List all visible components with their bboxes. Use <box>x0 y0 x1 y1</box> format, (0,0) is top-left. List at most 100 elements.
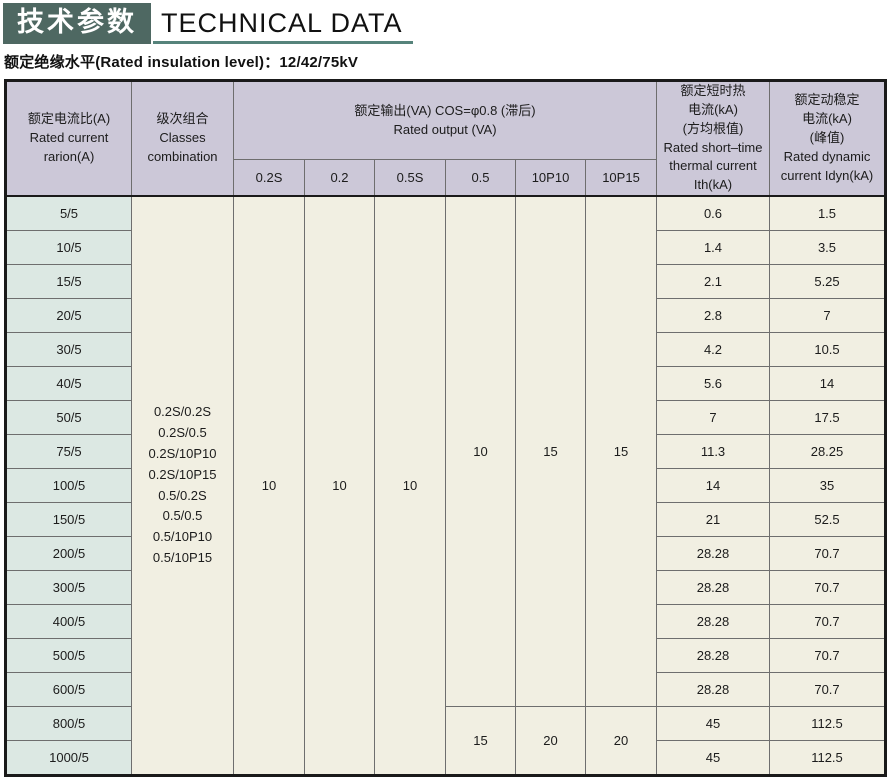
section-title: 技术参数 TECHNICAL DATA <box>3 3 887 44</box>
header-line: combination <box>147 148 218 164</box>
table-row: 50/5 7 17.5 <box>5 400 886 436</box>
ratio-cell: 15/5 <box>5 264 132 300</box>
header-line: 额定电流比(A) <box>27 111 111 127</box>
col-header-rated-output: 额定输出(VA) COS=φ0.8 (滞后) Rated output (VA) <box>233 79 657 161</box>
idyn-cell: 70.7 <box>769 638 886 674</box>
idyn-cell: 112.5 <box>769 706 886 742</box>
table-row: 300/5 28.28 70.7 <box>5 570 886 606</box>
header-line: Rated output (VA) <box>393 121 497 137</box>
classes-combination-cell: 0.2S/0.2S 0.2S/0.5 0.2S/10P10 0.2S/10P15… <box>131 195 234 777</box>
ith-cell: 4.2 <box>656 332 770 368</box>
output-10p15-upper-cell: 15 <box>585 195 657 708</box>
idyn-cell: 14 <box>769 366 886 402</box>
idyn-cell: 10.5 <box>769 332 886 368</box>
table-row: 20/5 2.8 7 <box>5 298 886 334</box>
header-row-main: 额定电流比(A) Rated current rarion(A) 级次组合 Cl… <box>5 79 886 197</box>
table-row: 15/5 2.1 5.25 <box>5 264 886 300</box>
ratio-cell: 30/5 <box>5 332 132 368</box>
header-line: (方均根值) <box>682 120 744 136</box>
ratio-cell: 500/5 <box>5 638 132 674</box>
ith-cell: 28.28 <box>656 604 770 640</box>
classes-combination-item: 0.5/10P10 <box>152 529 213 545</box>
ith-cell: 1.4 <box>656 230 770 266</box>
ith-cell: 2.8 <box>656 298 770 334</box>
ratio-cell: 150/5 <box>5 502 132 538</box>
section-title-en: TECHNICAL DATA <box>153 10 413 44</box>
col-header-short-time-thermal-current: 额定短时热 电流(kA) (方均根值) Rated short–time the… <box>656 80 770 197</box>
idyn-cell: 70.7 <box>769 536 886 572</box>
output-05-upper-cell: 10 <box>445 195 516 708</box>
header-line: (峰值) <box>809 130 845 146</box>
table-row: 10/5 1.4 3.5 <box>5 230 886 266</box>
classes-combination-item: 0.5/0.5 <box>162 508 203 524</box>
idyn-cell: 112.5 <box>769 740 886 777</box>
classes-combination-item: 0.2S/10P10 <box>148 445 217 461</box>
classes-combination-item: 0.2S/10P15 <box>148 466 217 482</box>
output-10p10-lower-cell: 20 <box>515 706 586 777</box>
idyn-cell: 1.5 <box>769 195 886 232</box>
header-row-sub: 0.2S 0.2 0.5S 0.5 10P10 10P15 <box>6 159 886 197</box>
table-row: 75/5 11.3 28.25 <box>5 434 886 470</box>
ith-cell: 14 <box>656 468 770 504</box>
subcol-header-10p15: 10P15 <box>585 159 657 197</box>
subcol-header-10p10: 10P10 <box>515 159 586 197</box>
ith-cell: 28.28 <box>656 570 770 606</box>
header-line: 额定短时热 <box>680 83 746 98</box>
header-line: Classes <box>159 130 206 146</box>
section-badge-cn: 技术参数 <box>3 3 151 44</box>
idyn-cell: 70.7 <box>769 604 886 640</box>
idyn-cell: 70.7 <box>769 570 886 606</box>
col-header-rated-current-ratio: 额定电流比(A) Rated current rarion(A) <box>5 80 132 197</box>
ith-cell: 45 <box>656 706 770 742</box>
ith-cell: 28.28 <box>656 536 770 572</box>
table-row: 150/5 21 52.5 <box>5 502 886 538</box>
output-02-cell: 10 <box>304 195 375 777</box>
idyn-cell: 28.25 <box>769 434 886 470</box>
subcol-header-05s: 0.5S <box>374 159 446 197</box>
table-row: 200/5 28.28 70.7 <box>5 536 886 572</box>
header-line: 级次组合 <box>156 111 209 127</box>
idyn-cell: 52.5 <box>769 502 886 538</box>
ratio-cell: 75/5 <box>5 434 132 470</box>
idyn-cell: 17.5 <box>769 400 886 436</box>
col-header-classes-combination: 级次组合 Classes combination <box>131 80 234 197</box>
header-line: rarion(A) <box>43 148 95 164</box>
ith-cell: 7 <box>656 400 770 436</box>
header-line: Rated dynamic <box>783 148 871 164</box>
table-row: 600/5 28.28 70.7 <box>5 672 886 708</box>
ratio-cell: 40/5 <box>5 366 132 402</box>
ith-cell: 0.6 <box>656 195 770 232</box>
classes-combination-item: 0.5/0.2S <box>158 487 207 503</box>
table-row: 500/5 28.28 70.7 <box>5 638 886 674</box>
table-row: 1000/5 45 112.5 <box>5 740 886 777</box>
output-05s-cell: 10 <box>374 195 446 777</box>
ratio-cell: 800/5 <box>5 706 132 742</box>
ith-cell: 45 <box>656 740 770 777</box>
subcol-header-05: 0.5 <box>445 159 516 197</box>
subcol-header-02s: 0.2S <box>233 159 305 197</box>
header-line: 电流(kA) <box>688 101 738 117</box>
ratio-cell: 20/5 <box>5 298 132 334</box>
ith-cell: 21 <box>656 502 770 538</box>
idyn-cell: 35 <box>769 468 886 504</box>
classes-combination-item: 0.2S/0.5 <box>158 425 207 441</box>
idyn-cell: 5.25 <box>769 264 886 300</box>
ratio-cell: 400/5 <box>5 604 132 640</box>
ith-cell: 28.28 <box>656 638 770 674</box>
idyn-cell: 70.7 <box>769 672 886 708</box>
output-05-lower-cell: 15 <box>445 706 516 777</box>
ratio-cell: 5/5 <box>5 195 132 232</box>
ratio-cell: 50/5 <box>5 400 132 436</box>
header-line: 额定动稳定 <box>794 92 860 108</box>
table-row: 400/5 28.28 70.7 <box>5 604 886 640</box>
ith-cell: 11.3 <box>656 434 770 470</box>
header-line: thermal current <box>669 158 757 174</box>
output-10p10-upper-cell: 15 <box>515 195 586 708</box>
header-line: Rated short–time <box>663 139 763 155</box>
table-row: 30/5 4.2 10.5 <box>5 332 886 368</box>
subcol-header-02: 0.2 <box>304 159 375 197</box>
header-line: 电流(kA) <box>802 111 852 127</box>
ratio-cell: 200/5 <box>5 536 132 572</box>
ratio-cell: 100/5 <box>5 468 132 504</box>
